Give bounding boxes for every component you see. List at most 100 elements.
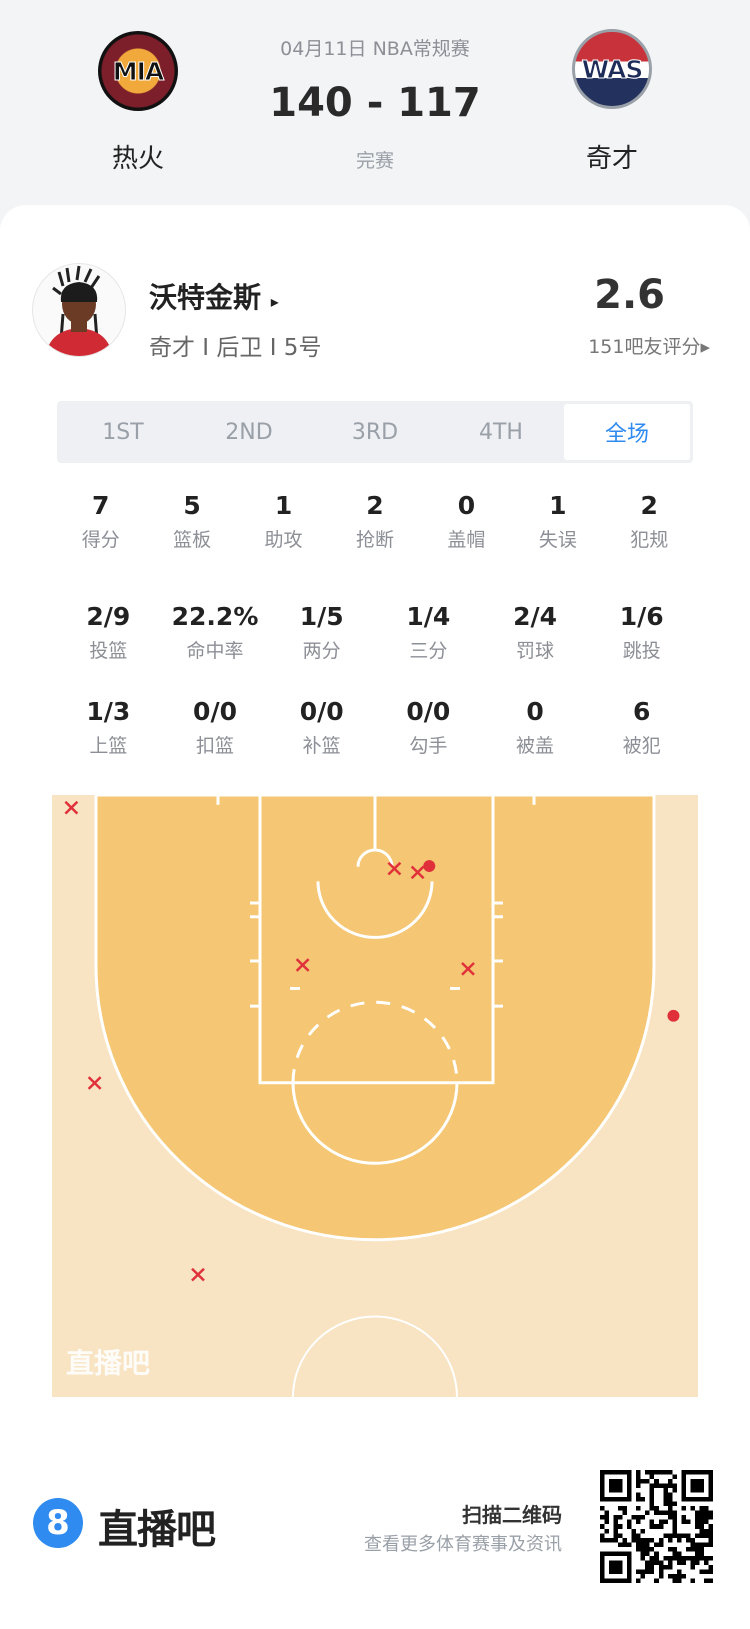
shot-missed-marker	[461, 962, 475, 976]
stat-2pt: 1/5 两分	[268, 602, 375, 663]
court-lines	[216, 795, 536, 1397]
stat-value: 1/3	[86, 697, 131, 726]
stat-label: 盖帽	[447, 529, 486, 551]
stat-value: 2	[640, 491, 658, 520]
shot-missed-marker	[410, 865, 425, 880]
stat-label: 补篮	[302, 735, 341, 757]
stat-label: 跳投	[622, 640, 661, 662]
stat-value: 1	[274, 491, 293, 520]
stat-label: 得分	[81, 529, 120, 551]
scan-title: 扫描二维码	[462, 1503, 562, 1527]
stat-label: 三分	[409, 640, 448, 662]
match-status: 完赛	[355, 150, 394, 172]
stat-value: 2/9	[86, 602, 131, 631]
stat-label: 犯规	[630, 529, 669, 551]
player-info: 奇才 I 后卫 I 5号	[149, 335, 322, 361]
stat-label: 被盖	[516, 735, 555, 757]
stat-blocked: 0 被盖	[482, 697, 589, 758]
stat-value: 6	[632, 697, 651, 726]
stat-value: 1/4	[406, 602, 451, 631]
shot-missed-marker	[387, 861, 402, 876]
stat-hook: 0/0 勾手	[375, 697, 482, 758]
stat-label: 扣篮	[196, 735, 235, 757]
stat-fg-pct: 22.2% 命中率	[162, 602, 269, 663]
stat-label: 助攻	[264, 529, 303, 551]
stat-label: 篮板	[173, 529, 212, 551]
player-name: 沃特金斯	[149, 281, 262, 314]
court-watermark: 直播吧	[66, 1347, 150, 1380]
tab-full-game[interactable]: 全场	[564, 404, 690, 460]
stat-ft: 2/4 罚球	[482, 602, 589, 663]
stat-jumpshot: 1/6 跳投	[588, 602, 695, 663]
stat-label: 失误	[538, 529, 577, 551]
period-tabs: 1ST 2ND 3RD 4TH 全场	[57, 401, 693, 463]
match-date-league: 04月11日 NBA常规赛	[280, 38, 470, 60]
tab-1st[interactable]: 1ST	[102, 419, 144, 445]
stat-label: 抢断	[355, 529, 394, 551]
stat-value: 1/6	[619, 602, 664, 631]
player-photo-icon	[45, 265, 113, 356]
stat-label: 命中率	[186, 640, 244, 662]
stat-assists: 1 助攻	[238, 491, 329, 552]
team-logo-mia[interactable]: MIA	[98, 31, 178, 111]
stat-value: 5	[183, 491, 201, 520]
stat-label: 上篮	[89, 735, 128, 757]
team-logo-text: WAS	[581, 54, 644, 84]
stat-3pt: 1/4 三分	[375, 602, 482, 663]
stat-value: 7	[92, 491, 110, 520]
stat-value: 2/4	[513, 602, 557, 631]
stat-points: 7 得分	[55, 491, 146, 552]
shot-chart: 直播吧	[52, 795, 698, 1397]
match-score: 140 - 117	[269, 80, 481, 126]
stat-label: 罚球	[516, 640, 555, 662]
tab-2nd[interactable]: 2ND	[225, 419, 273, 445]
stat-dunk: 0/0 扣篮	[162, 697, 269, 758]
stat-value: 0	[526, 697, 544, 726]
shot-made-marker	[667, 1009, 680, 1022]
shot-made-marker	[423, 860, 436, 872]
stat-value: 0/0	[193, 697, 237, 726]
shot-missed-marker	[64, 800, 79, 815]
shot-missed-marker	[191, 1267, 205, 1282]
team-logo-text: MIA	[112, 56, 165, 86]
stats-detail-row: 1/3 上篮 0/0 扣篮 0/0 补篮 0/0 勾手 0 被盖 6 被犯	[55, 697, 695, 758]
stat-value: 0/0	[406, 697, 451, 726]
stats-main-row: 7 得分 5 篮板 1 助攻 2 抢断 0 盖帽 1 失误 2 犯规	[55, 491, 695, 552]
stat-label: 勾手	[409, 735, 448, 757]
stat-tip: 0/0 补篮	[268, 697, 375, 758]
tab-4th[interactable]: 4TH	[479, 419, 523, 445]
play-arrow-icon: ▸	[270, 292, 279, 311]
stat-blocks: 0 盖帽	[421, 491, 512, 552]
stat-value: 2	[366, 491, 384, 520]
stat-layup: 1/3 上篮	[55, 697, 162, 758]
qr-code-icon[interactable]	[600, 1470, 713, 1583]
stat-steals: 2 抢断	[329, 491, 420, 552]
stat-value: 0	[457, 491, 476, 520]
shot-markers	[64, 800, 680, 1282]
stat-fg: 2/9 投篮	[55, 602, 162, 663]
player-name-link[interactable]: 沃特金斯 ▸	[149, 276, 279, 316]
player-rating: 2.6	[594, 272, 665, 318]
scan-subtitle: 查看更多体育赛事及资讯	[364, 1534, 562, 1555]
away-team-name: 奇才	[585, 144, 638, 174]
stat-value: 22.2%	[171, 602, 259, 631]
stat-fouled: 6 被犯	[588, 697, 695, 758]
fan-rating-link[interactable]: 151吧友评分▸	[588, 336, 710, 358]
stats-shooting-row: 2/9 投篮 22.2% 命中率 1/5 两分 1/4 三分 2/4 罚球 1/6 跳投	[55, 602, 695, 663]
player-avatar[interactable]	[32, 263, 126, 357]
stat-turnovers: 1 失误	[512, 491, 603, 552]
stat-fouls: 2 犯规	[604, 491, 695, 552]
shot-missed-marker	[87, 1076, 102, 1090]
stat-value: 1/5	[299, 602, 344, 631]
footer-brand: 直播吧	[98, 1507, 216, 1553]
stat-label: 投篮	[89, 640, 128, 662]
stat-value: 0/0	[299, 697, 344, 726]
tab-3rd[interactable]: 3RD	[351, 419, 399, 445]
zhibo8-logo-icon: 8	[33, 1498, 83, 1548]
team-logo-was[interactable]: WAS	[572, 29, 652, 109]
three-point-area	[94, 795, 656, 1242]
home-team-name: 热火	[111, 144, 164, 174]
stat-label: 被犯	[622, 735, 661, 757]
shot-missed-marker	[295, 958, 310, 972]
stat-label: 两分	[302, 640, 341, 662]
